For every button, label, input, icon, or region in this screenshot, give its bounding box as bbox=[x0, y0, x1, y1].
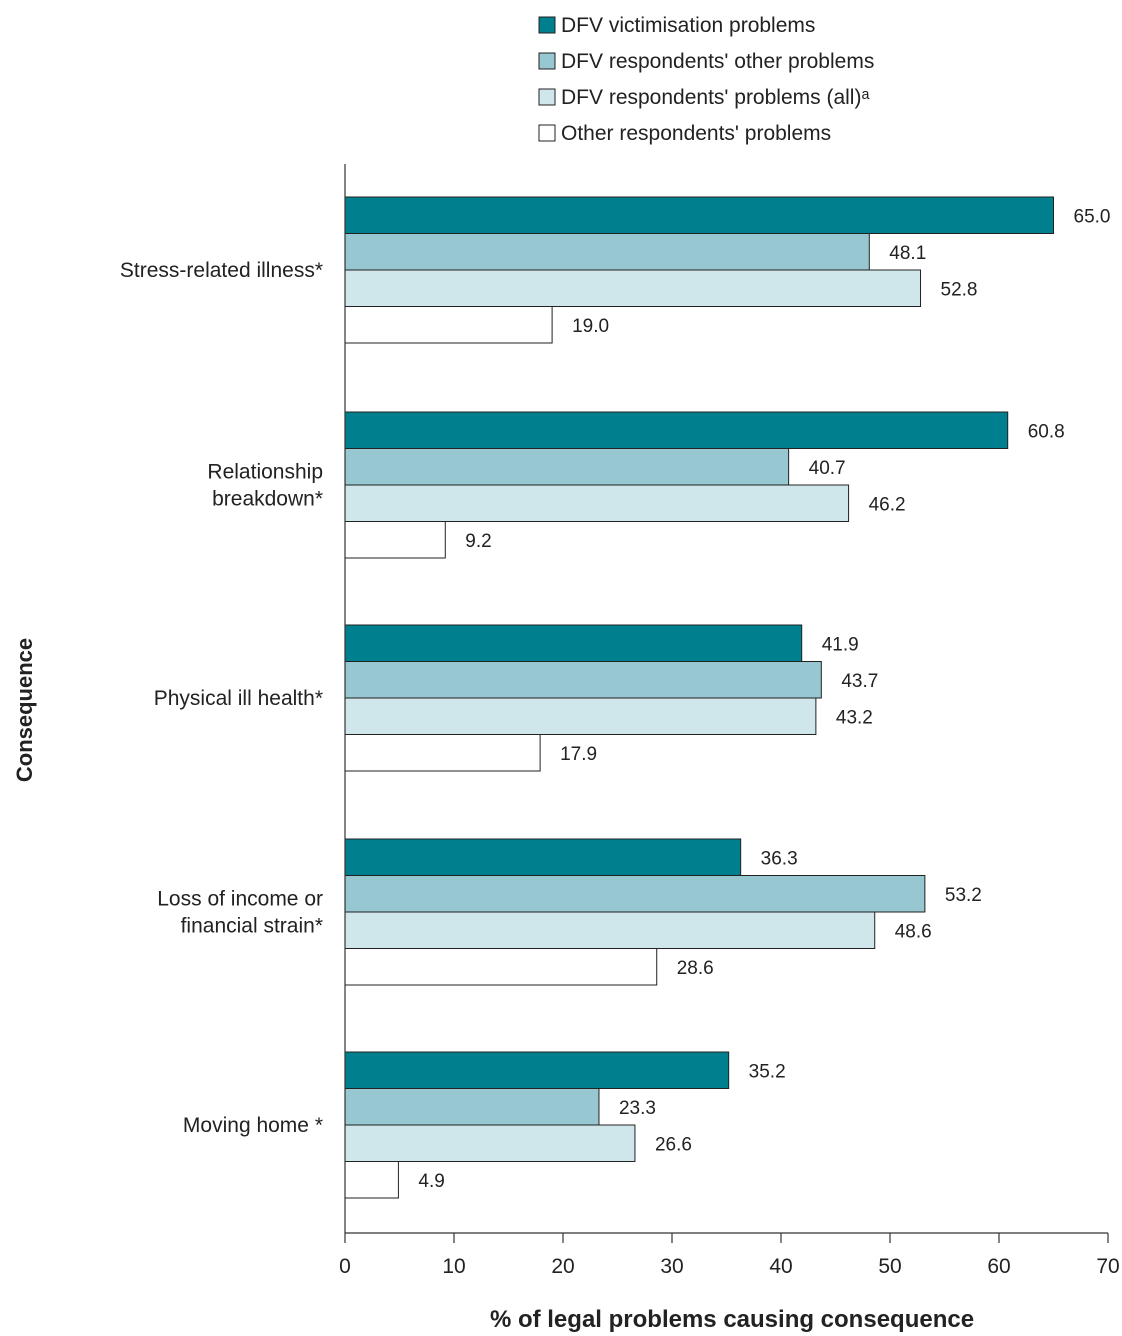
value-label: 17.9 bbox=[560, 744, 597, 765]
bar bbox=[344, 1124, 636, 1162]
legend-swatch bbox=[538, 124, 556, 142]
bar bbox=[344, 233, 870, 271]
value-label: 36.3 bbox=[761, 848, 798, 869]
legend-label: DFV victimisation problems bbox=[561, 14, 815, 37]
x-ticks: 0 10 20 30 40 50 60 70 bbox=[339, 1233, 1120, 1278]
bar bbox=[344, 448, 790, 486]
legend-label: Other respondents' problems bbox=[561, 122, 831, 145]
legend: DFV victimisation problems DFV respondent… bbox=[538, 14, 874, 145]
bar bbox=[344, 411, 1009, 449]
x-tick-label: 0 bbox=[339, 1255, 351, 1278]
y-axis-title: Consequence bbox=[12, 638, 37, 782]
x-tick-label: 40 bbox=[769, 1255, 792, 1278]
value-label: 48.1 bbox=[889, 243, 926, 264]
bar bbox=[344, 697, 817, 735]
category-label: Loss of income or bbox=[157, 888, 323, 911]
bar bbox=[344, 661, 822, 699]
value-label: 43.7 bbox=[841, 671, 878, 692]
bar bbox=[344, 838, 742, 876]
x-tick-label: 50 bbox=[878, 1255, 901, 1278]
value-label: 65.0 bbox=[1074, 206, 1111, 227]
x-tick-label: 10 bbox=[442, 1255, 465, 1278]
bar bbox=[344, 269, 922, 307]
value-label: 40.7 bbox=[809, 458, 846, 479]
x-tick-label: 70 bbox=[1096, 1255, 1119, 1278]
bar bbox=[344, 734, 541, 772]
value-label: 41.9 bbox=[822, 634, 859, 655]
value-label: 23.3 bbox=[619, 1098, 656, 1119]
value-label: 19.0 bbox=[572, 316, 609, 337]
bar bbox=[344, 306, 553, 344]
legend-swatch bbox=[538, 16, 556, 34]
bar bbox=[344, 1051, 730, 1089]
bar bbox=[344, 1161, 399, 1199]
category-label: Physical ill health* bbox=[154, 687, 323, 710]
category-label: Stress-related illness* bbox=[120, 259, 323, 282]
value-label: 28.6 bbox=[677, 958, 714, 979]
value-label: 53.2 bbox=[945, 885, 982, 906]
bar bbox=[344, 196, 1054, 234]
axes bbox=[344, 164, 1108, 1234]
value-label: 35.2 bbox=[749, 1061, 786, 1082]
legend-label: DFV respondents' problems (all)ᵃ bbox=[561, 86, 869, 109]
bar bbox=[344, 948, 658, 986]
value-labels: 65.0 48.1 52.8 19.0 60.8 40.7 46.2 9.2 41.9 43.7 4… bbox=[418, 206, 1110, 1192]
bar bbox=[344, 911, 876, 949]
value-label: 46.2 bbox=[869, 494, 906, 515]
x-tick-label: 30 bbox=[660, 1255, 683, 1278]
legend-swatch bbox=[538, 88, 556, 106]
category-label: Relationship bbox=[207, 461, 323, 484]
value-label: 52.8 bbox=[941, 279, 978, 300]
bar bbox=[344, 521, 446, 559]
category-label: financial strain* bbox=[181, 915, 323, 938]
category-labels: Stress-related illness* Relationship break… bbox=[120, 259, 323, 1137]
value-label: 9.2 bbox=[465, 531, 491, 552]
value-label: 4.9 bbox=[418, 1171, 444, 1192]
legend-swatch bbox=[538, 52, 556, 70]
legend-label: DFV respondents' other problems bbox=[561, 50, 874, 73]
category-label: Moving home * bbox=[183, 1114, 323, 1137]
x-axis-title: % of legal problems causing consequence bbox=[490, 1306, 974, 1333]
bar bbox=[344, 624, 803, 662]
value-label: 60.8 bbox=[1028, 421, 1065, 442]
bars bbox=[344, 196, 1054, 1199]
x-tick-label: 20 bbox=[551, 1255, 574, 1278]
category-label: breakdown* bbox=[212, 488, 323, 511]
value-label: 26.6 bbox=[655, 1134, 692, 1155]
value-label: 43.2 bbox=[836, 707, 873, 728]
bar bbox=[344, 484, 850, 522]
value-label: 48.6 bbox=[895, 921, 932, 942]
bar bbox=[344, 1088, 600, 1126]
x-tick-label: 60 bbox=[987, 1255, 1010, 1278]
bar bbox=[344, 875, 926, 913]
